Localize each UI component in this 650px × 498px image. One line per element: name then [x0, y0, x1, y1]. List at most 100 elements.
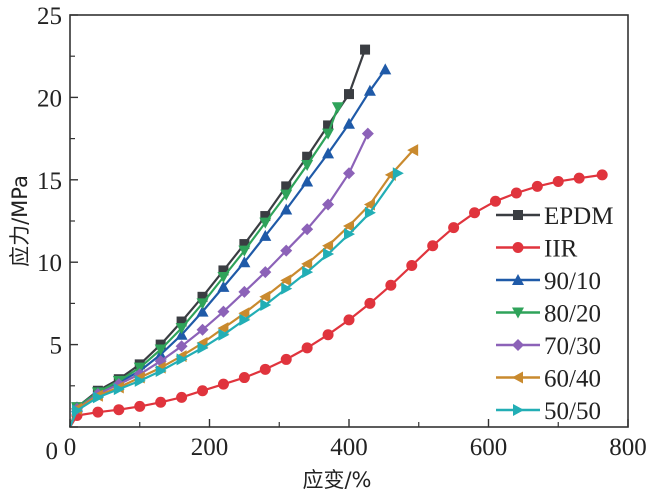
y-tick-label: 5: [50, 333, 63, 360]
x-axis-title: 应变/%: [302, 468, 371, 492]
legend-marker-90-10: [512, 274, 524, 285]
data-point-iir: [531, 180, 543, 192]
series-50-50: [68, 167, 404, 428]
y-axis-title: 应力/MPa: [8, 175, 32, 267]
data-point-50-50: [344, 228, 355, 241]
data-point-iir: [573, 172, 585, 184]
data-point-90-10: [322, 147, 335, 159]
series-layer: [68, 44, 608, 428]
y-tick-label: 20: [37, 85, 62, 112]
y-tick-label: 25: [37, 3, 62, 30]
data-point-iir: [343, 314, 355, 326]
data-point-50-50: [239, 313, 251, 326]
data-point-iir: [448, 222, 460, 234]
legend-item-60-40: 60/40: [496, 366, 601, 393]
data-point-70-30: [217, 305, 230, 318]
data-point-epdm: [360, 44, 371, 55]
data-point-90-10: [175, 328, 188, 340]
data-point-epdm: [176, 316, 187, 327]
data-point-iir: [176, 391, 188, 403]
legend-marker-epdm: [513, 210, 523, 220]
legend-label: EPDM: [544, 203, 613, 230]
legend-item-80-20: 80/20: [496, 301, 601, 328]
data-point-epdm: [302, 151, 313, 162]
legend-label: 50/50: [544, 398, 601, 425]
data-point-90-10: [379, 63, 392, 75]
data-point-90-10: [280, 203, 293, 215]
data-point-iir: [92, 406, 104, 418]
data-point-90-10: [259, 229, 272, 241]
data-point-60-40: [407, 144, 419, 157]
data-point-epdm: [281, 181, 292, 192]
data-point-iir: [280, 353, 292, 365]
axis-ticks: [69, 14, 629, 428]
data-point-80-20: [133, 362, 146, 374]
data-point-80-20: [322, 128, 335, 140]
data-point-iir: [364, 297, 376, 309]
data-point-iir: [510, 187, 522, 199]
legend-item-iir: IIR: [496, 236, 578, 263]
series-90-10: [68, 63, 392, 428]
data-point-70-30: [280, 244, 293, 257]
data-point-epdm: [344, 89, 354, 100]
data-point-70-30: [301, 223, 314, 236]
legend-marker-iir: [512, 242, 524, 253]
data-point-50-50: [364, 206, 376, 219]
data-point-60-40: [301, 257, 313, 270]
legend-marker-80-20: [512, 307, 524, 319]
data-point-50-50: [302, 266, 314, 279]
data-point-iir: [385, 279, 397, 291]
data-point-epdm: [323, 120, 334, 131]
y-tick-label: 0: [46, 438, 59, 465]
data-point-50-50: [71, 404, 83, 417]
data-point-iir: [155, 396, 167, 408]
data-point-80-20: [280, 189, 293, 201]
legend: EPDM IIR 90/10 80/20 70/30 60/40 50/50: [496, 203, 613, 425]
data-point-60-40: [217, 322, 229, 335]
data-point-50-50: [392, 167, 404, 180]
data-point-70-30: [238, 285, 251, 298]
data-point-80-20: [301, 159, 314, 171]
data-point-60-40: [259, 290, 271, 303]
legend-label: IIR: [544, 236, 578, 263]
series-60-40: [68, 144, 419, 428]
data-point-iir: [113, 404, 125, 416]
data-point-50-50: [260, 299, 272, 312]
data-point-iir: [489, 195, 501, 207]
data-point-80-20: [238, 245, 251, 257]
legend-label: 60/40: [544, 366, 601, 393]
data-point-iir: [552, 175, 564, 187]
data-point-60-40: [363, 198, 375, 211]
data-point-80-20: [154, 344, 167, 356]
data-point-90-10: [217, 280, 230, 292]
x-tick-label: 0: [64, 434, 77, 461]
legend-marker-60-40: [512, 371, 523, 384]
y-tick-label: 15: [37, 168, 62, 195]
series-line-90-10: [68, 68, 387, 428]
data-point-60-40: [322, 239, 334, 252]
x-tick-label: 400: [330, 434, 368, 461]
data-point-50-50: [155, 364, 167, 377]
legend-marker-50-50: [513, 404, 524, 416]
data-point-epdm: [197, 291, 208, 302]
data-point-70-30: [175, 340, 188, 353]
legend-item-70-30: 70/30: [496, 333, 601, 360]
legend-item-50-50: 50/50: [496, 398, 601, 425]
data-point-50-50: [92, 391, 104, 404]
data-point-epdm: [260, 211, 271, 222]
data-point-iir: [238, 372, 250, 384]
data-point-80-20: [175, 323, 188, 335]
data-point-80-20: [196, 298, 209, 310]
data-point-60-40: [343, 219, 354, 232]
data-point-iir: [469, 207, 481, 219]
data-point-50-50: [281, 282, 293, 295]
data-point-90-10: [301, 175, 314, 187]
data-point-80-20: [259, 217, 272, 229]
data-point-60-40: [238, 307, 250, 320]
data-point-70-30: [196, 323, 209, 336]
series-line-epdm: [68, 49, 367, 428]
data-point-iir: [217, 378, 229, 390]
data-point-iir: [259, 363, 271, 375]
data-point-70-30: [322, 198, 335, 211]
